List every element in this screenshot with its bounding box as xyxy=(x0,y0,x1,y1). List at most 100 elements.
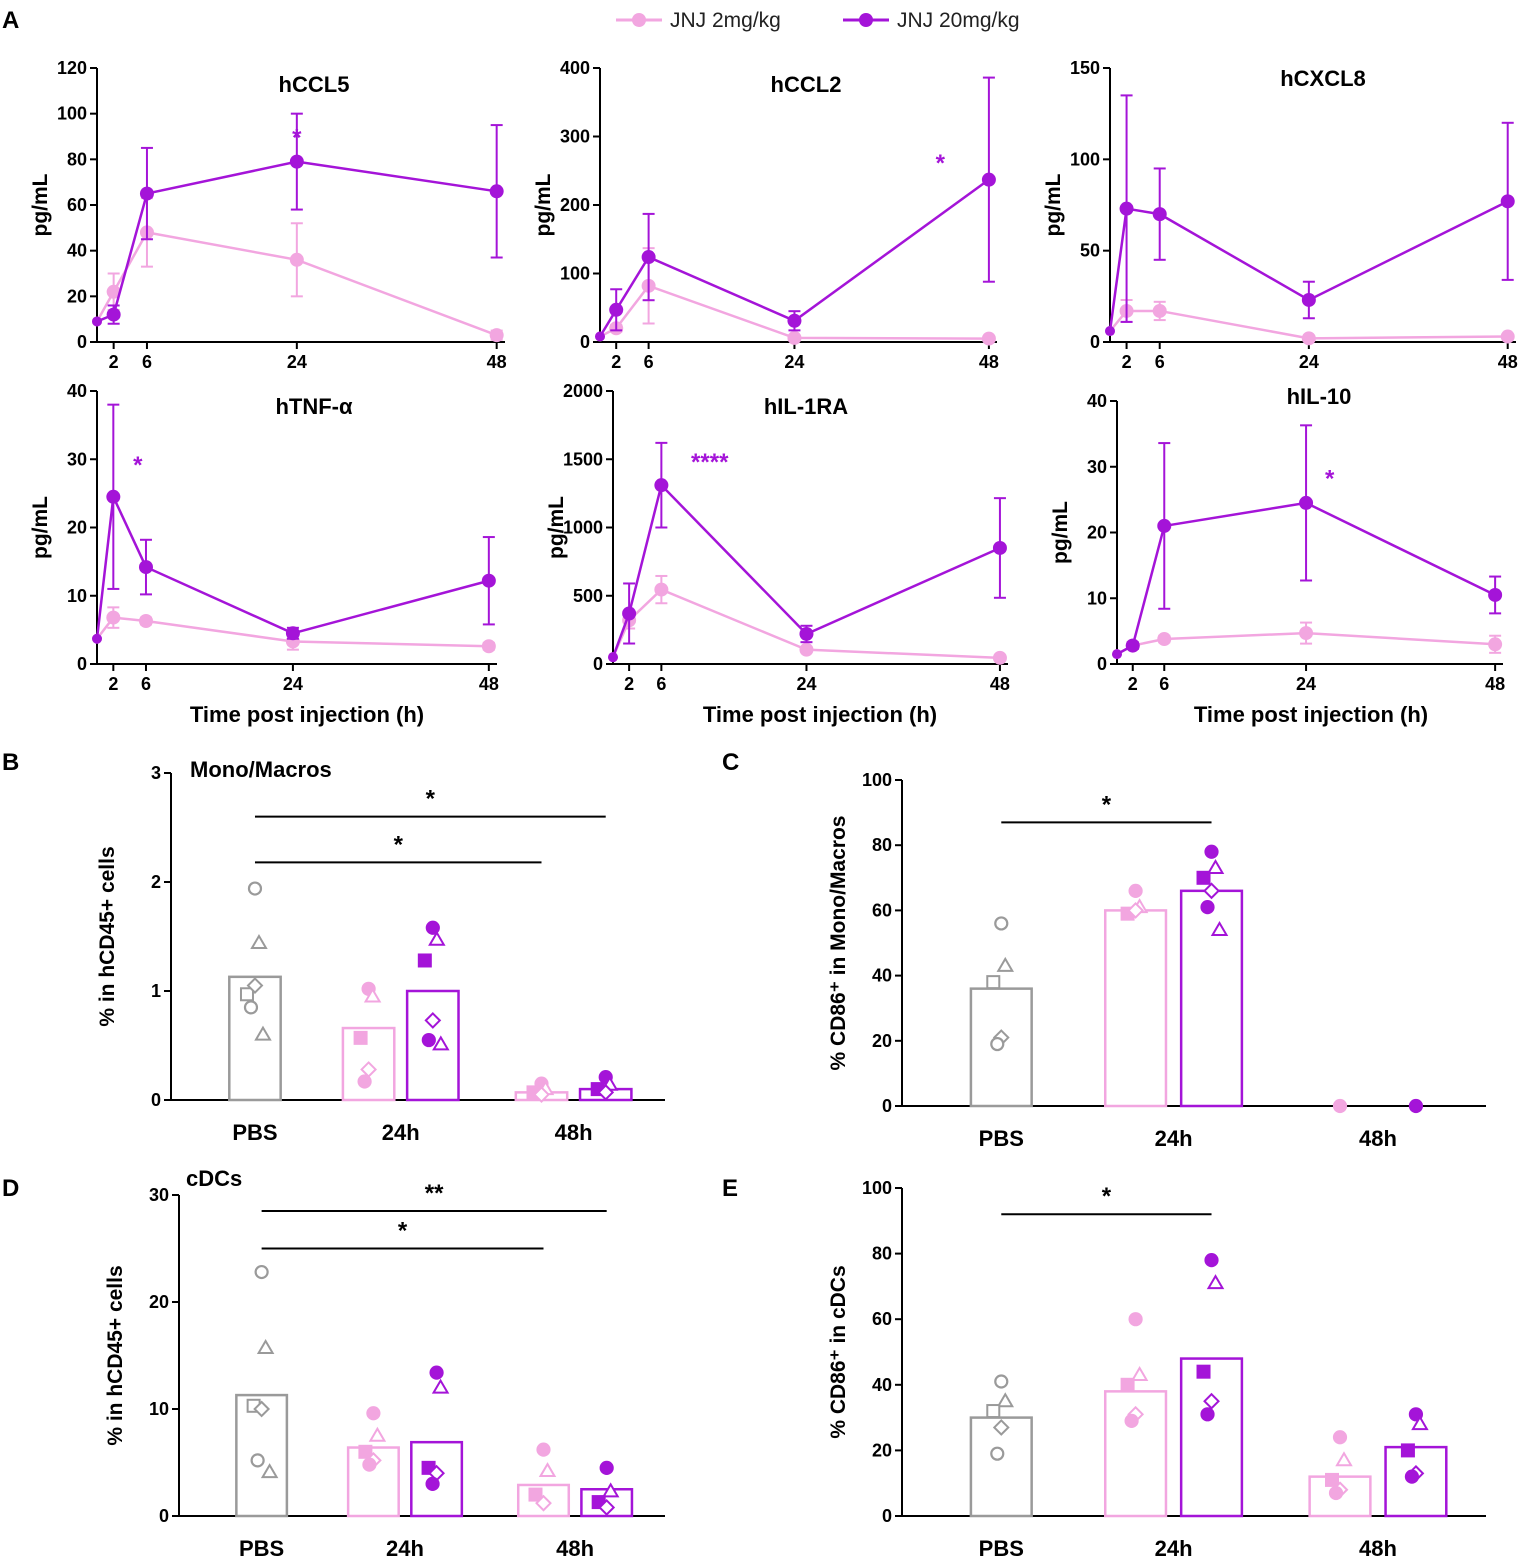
chart-title: Mono/Macros xyxy=(190,757,332,782)
chart-title: hCCL5 xyxy=(279,72,350,97)
data-point xyxy=(289,252,304,267)
y-tick-label: 80 xyxy=(67,149,87,169)
data-point xyxy=(489,328,504,343)
data-point xyxy=(1404,1469,1420,1484)
y-tick-label: 400 xyxy=(560,58,590,78)
significance-star: **** xyxy=(691,449,729,476)
x-tick-label: 2 xyxy=(1122,352,1132,372)
category-label: 48h xyxy=(1359,1126,1397,1151)
data-point xyxy=(1488,587,1503,602)
bar xyxy=(969,1416,1033,1518)
y-tick-label: 60 xyxy=(872,900,892,920)
x-axis-label: Time post injection (h) xyxy=(190,702,424,727)
y-tick-label: 10 xyxy=(149,1399,169,1419)
category-label: PBS xyxy=(232,1120,277,1145)
data-point xyxy=(363,987,382,1003)
data-point xyxy=(1124,1413,1139,1428)
data-point xyxy=(1112,649,1122,660)
data-point xyxy=(787,313,802,328)
data-point xyxy=(533,1086,550,1103)
data-point xyxy=(601,1482,620,1498)
y-tick-label: 150 xyxy=(1070,58,1100,78)
data-point xyxy=(1488,637,1503,652)
x-tick-label: 2 xyxy=(108,674,118,694)
y-tick-label: 100 xyxy=(1070,149,1100,169)
data-point xyxy=(239,987,254,1002)
y-axis-label: pg/mL xyxy=(29,173,52,236)
bar xyxy=(1103,1390,1168,1518)
data-point xyxy=(1157,632,1172,647)
x-tick-label: 2 xyxy=(1128,674,1138,694)
bar-group-24h-low xyxy=(1103,883,1168,1108)
data-point xyxy=(431,1378,450,1394)
x-tick-label: 6 xyxy=(1155,352,1165,372)
bar-group-48h-low xyxy=(516,1442,571,1518)
data-point xyxy=(246,977,264,994)
data-point xyxy=(260,1463,279,1479)
bar-group-24h-high xyxy=(1179,844,1244,1108)
data-point xyxy=(247,881,263,896)
y-tick-label: 0 xyxy=(580,332,590,352)
data-point xyxy=(138,614,153,629)
y-axis-label: pg/mL xyxy=(545,496,568,559)
y-tick-label: 500 xyxy=(573,586,603,606)
data-point xyxy=(598,1499,616,1516)
category-label: 48h xyxy=(1359,1536,1397,1559)
data-point xyxy=(425,920,440,935)
y-axis-label: pg/mL xyxy=(532,173,555,236)
y-tick-label: 0 xyxy=(77,332,87,352)
data-point xyxy=(1204,1253,1219,1268)
data-point xyxy=(597,1083,615,1101)
x-tick-label: 24 xyxy=(784,352,804,372)
x-tick-label: 6 xyxy=(644,352,654,372)
y-tick-label: 40 xyxy=(1087,391,1107,411)
data-point xyxy=(1152,303,1167,318)
panel-label-c: C xyxy=(722,749,739,776)
data-point xyxy=(1206,1274,1225,1290)
chart-title: hTNF-α xyxy=(275,394,353,419)
y-axis-label: % in hCD45+ cells xyxy=(96,846,119,1026)
data-point xyxy=(799,642,814,657)
data-point xyxy=(92,633,102,644)
data-point xyxy=(654,478,669,493)
bar xyxy=(1179,1357,1244,1518)
data-point xyxy=(1332,1430,1348,1445)
y-axis-label: pg/mL xyxy=(29,496,52,559)
data-point xyxy=(368,1426,387,1442)
data-point xyxy=(1500,329,1515,344)
data-point xyxy=(138,560,153,575)
y-tick-label: 2 xyxy=(151,872,161,892)
bar-group-pbs-pbs xyxy=(969,916,1033,1108)
legend-item-low: JNJ 2mg/kg xyxy=(616,9,781,32)
line-chart-5: 0 500 1000 1500 2000 2 6 24 48 hIL-1RA pg/mL Time p… xyxy=(545,381,1010,727)
data-point xyxy=(106,307,121,322)
data-point xyxy=(992,650,1007,665)
data-point xyxy=(1120,1377,1135,1392)
y-tick-label: 40 xyxy=(872,1375,892,1395)
bar-group-48h-high xyxy=(1384,1407,1448,1518)
bar-group-48h-low xyxy=(514,1076,569,1103)
significance-star: * xyxy=(1325,465,1335,492)
data-point xyxy=(254,1025,272,1041)
data-point xyxy=(787,330,802,345)
legend-label-low: JNJ 2mg/kg xyxy=(670,9,781,32)
y-tick-label: 2000 xyxy=(563,381,603,401)
series-low xyxy=(92,197,504,343)
y-tick-label: 120 xyxy=(57,58,87,78)
x-tick-label: 2 xyxy=(611,352,621,372)
panel-label-e: E xyxy=(722,1175,738,1202)
data-point xyxy=(353,1030,368,1045)
data-point xyxy=(424,1012,442,1029)
data-point xyxy=(366,1406,381,1421)
data-point xyxy=(994,916,1009,931)
data-point xyxy=(1400,1443,1415,1458)
data-point xyxy=(1332,1098,1348,1114)
chart-title: hCXCL8 xyxy=(1280,66,1366,91)
data-point xyxy=(981,172,996,187)
data-point xyxy=(285,626,300,641)
panel-label-a: A xyxy=(2,7,19,34)
data-point xyxy=(1196,1364,1211,1379)
y-tick-label: 0 xyxy=(159,1506,169,1526)
data-point xyxy=(428,930,446,946)
data-point xyxy=(536,1442,551,1457)
